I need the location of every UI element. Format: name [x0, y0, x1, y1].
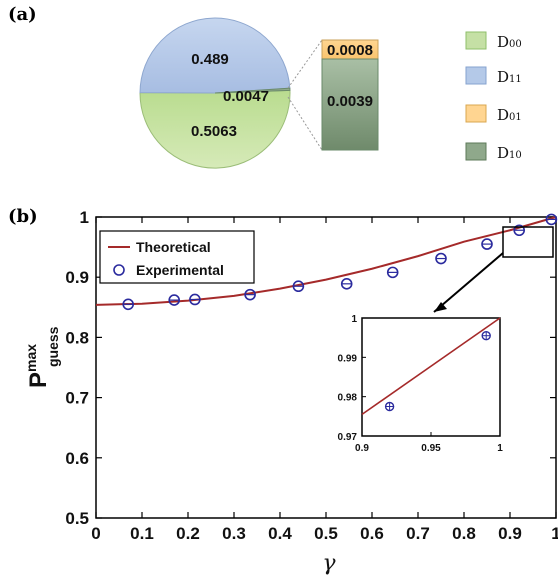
y-label-sub: guess [45, 326, 61, 367]
bar-segment-d10 [321, 58, 379, 151]
pie-slice-small [214, 87, 291, 94]
y-tick-label: 0.8 [65, 328, 89, 347]
legend-label-d11: D [497, 68, 509, 86]
inset-x-tick-label: 0.9 [355, 443, 369, 454]
x-tick-label: 0.1 [130, 524, 154, 543]
series-line-theoretical [95, 216, 557, 306]
y-label-main: P [25, 372, 52, 388]
x-tick-label: 0.7 [406, 524, 430, 543]
svg-text:P: P [25, 372, 52, 388]
panel-label-b: (b) [8, 206, 38, 227]
y-label-sup: max [23, 344, 39, 372]
inset-x-tick-label: 1 [497, 443, 503, 454]
legend-label-d01: D [497, 106, 509, 124]
x-tick-label: 0.8 [452, 524, 476, 543]
inset-y-tick-label: 0.99 [338, 353, 358, 364]
inset-plot: 0.9 0.95 1 0.97 0.98 0.99 1 [338, 314, 504, 454]
x-tick-label: 1 [551, 524, 558, 543]
zoom-arrowhead [434, 302, 447, 312]
y-tick-label: 0.5 [65, 509, 89, 528]
inset-series-line [361, 317, 501, 416]
scatter-plot: 0 0.1 0.2 0.3 0.4 0.5 0.6 0.7 0.8 0.9 1 0.50.60.70… [23, 208, 558, 576]
x-tick-label: 0.2 [176, 524, 200, 543]
zoom-box [502, 226, 554, 258]
x-tick-label: 0.4 [268, 524, 292, 543]
pie-legend: D00 D11 D01 D10 [465, 31, 522, 162]
legend-item-d00: D00 [465, 31, 522, 51]
legend-swatch-d00 [465, 31, 487, 50]
y-axis-label: P max guess [23, 326, 61, 388]
legend-swatch-d11 [465, 66, 487, 85]
svg-text:D01: D01 [497, 106, 522, 124]
pie-label-d00: 0.5063 [191, 123, 237, 140]
legend-swatch-d10 [465, 142, 487, 161]
inset-x-tick-label: 0.95 [421, 443, 441, 454]
x-axis-label: γ [322, 551, 336, 576]
breakdown-bar: 0.0008 0.0039 [321, 39, 379, 151]
series-experimental [122, 213, 558, 311]
pie-slice-d11 [139, 17, 291, 94]
legend-sub-d00: 00 [509, 39, 522, 50]
legend-item-d10: D10 [465, 142, 522, 162]
legend-swatch-d01 [465, 104, 487, 123]
x-tick-label: 0.6 [360, 524, 384, 543]
zoom-connector-bottom [287, 96, 323, 151]
legend-label-experimental: Experimental [136, 262, 224, 278]
zoom-connector-top [287, 39, 323, 89]
pie-label-d11: 0.489 [191, 51, 229, 68]
inset-series-points [384, 331, 491, 412]
legend-sub-d01: 01 [509, 112, 522, 123]
x-tick-label: 0.5 [314, 524, 338, 543]
x-tick-label: 0 [91, 524, 100, 543]
legend-sub-d10: 10 [509, 150, 522, 161]
y-tick-label: 0.6 [65, 449, 89, 468]
tick-marks [95, 216, 557, 519]
svg-text:D10: D10 [497, 144, 522, 162]
inset-y-tick-label: 0.97 [338, 432, 358, 443]
inset-tick-marks [361, 317, 501, 437]
inset-y-tick-label: 1 [351, 314, 357, 325]
plot-legend: Theoretical Experimental [99, 230, 255, 284]
legend-label-d10: D [497, 144, 509, 162]
y-tick-labels: 0.5 0.6 0.7 0.8 0.9 1 [65, 208, 89, 528]
panel-label-a: (a) [8, 4, 37, 25]
legend-label-d00: D [497, 33, 509, 51]
legend-marker-experimental [113, 264, 125, 276]
bar-label-d01: 0.0008 [327, 42, 373, 59]
zoom-arrow [433, 252, 504, 313]
inset-y-tick-label: 0.98 [338, 393, 358, 404]
pie-chart: 0.489 0.5063 0.0047 [139, 17, 291, 169]
y-tick-label: 0.9 [65, 268, 89, 287]
legend-box [99, 230, 255, 284]
legend-item-d11: D11 [465, 66, 522, 86]
y-tick-label: 1 [80, 208, 89, 227]
inset-y-tick-labels: 0.97 0.98 0.99 1 [338, 314, 358, 443]
inset-x-tick-labels: 0.9 0.95 1 [355, 443, 503, 454]
bar-label-d10: 0.0039 [327, 93, 373, 110]
svg-text:D00: D00 [497, 33, 522, 51]
svg-text:D11: D11 [497, 68, 522, 86]
y-tick-label: 0.7 [65, 389, 89, 408]
legend-label-theoretical: Theoretical [136, 239, 211, 255]
legend-sub-d11: 11 [509, 74, 522, 85]
inset-frame [361, 317, 501, 437]
x-tick-label: 0.9 [498, 524, 522, 543]
legend-item-d01: D01 [465, 104, 522, 124]
pie-slice-d00 [139, 89, 291, 169]
x-tick-labels: 0 0.1 0.2 0.3 0.4 0.5 0.6 0.7 0.8 0.9 1 [91, 524, 558, 543]
pie-label-small: 0.0047 [223, 88, 269, 105]
x-tick-label: 0.3 [222, 524, 246, 543]
